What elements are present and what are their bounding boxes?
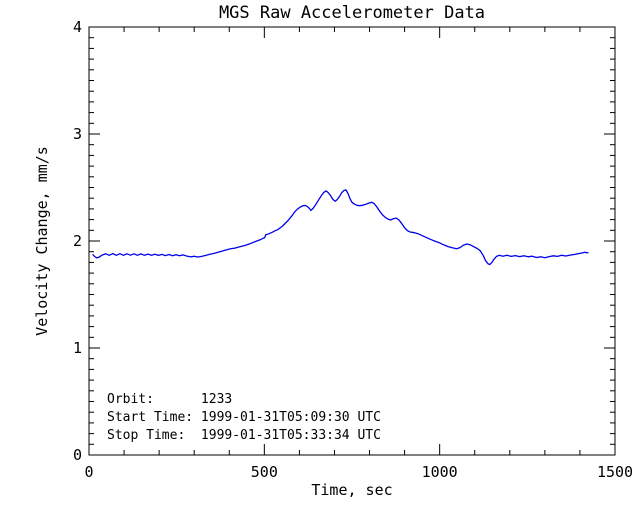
data-curve-velocity_change	[92, 189, 589, 266]
annotation-stop-time: Stop Time: 1999-01-31T05:33:34 UTC	[107, 428, 381, 443]
x-axis-label: Time, sec	[311, 481, 393, 499]
y-axis-label: Velocity Change, mm/s	[33, 146, 51, 336]
x-tick-label: 0	[84, 463, 93, 481]
x-tick-label: 1500	[597, 463, 633, 481]
annotation-start-time: Start Time: 1999-01-31T05:09:30 UTC	[107, 410, 381, 425]
annotation-orbit: Orbit: 1233	[107, 392, 233, 407]
y-tick-label: 2	[73, 232, 82, 250]
annotation-block: Orbit: 1233 Start Time: 1999-01-31T05:09…	[107, 391, 381, 445]
y-tick-label: 0	[73, 446, 82, 464]
x-tick-label: 500	[251, 463, 278, 481]
x-tick-label: 1000	[422, 463, 458, 481]
y-tick-label: 3	[73, 125, 82, 143]
y-tick-label: 1	[73, 339, 82, 357]
y-tick-label: 4	[73, 18, 82, 36]
chart-title: MGS Raw Accelerometer Data	[218, 3, 486, 23]
